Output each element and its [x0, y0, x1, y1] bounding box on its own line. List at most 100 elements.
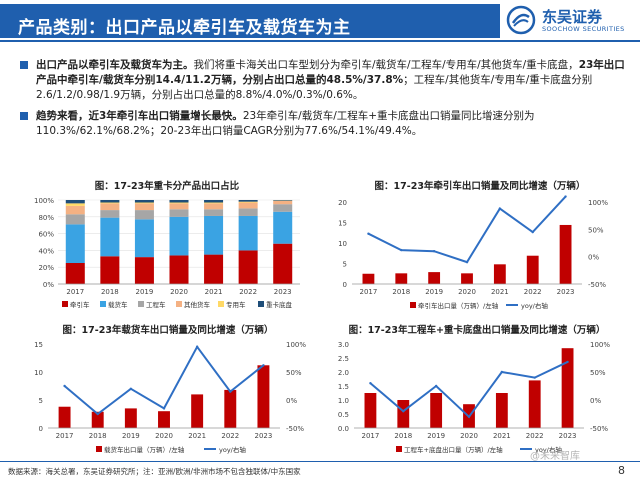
stacked-bar-segment — [204, 215, 224, 255]
x-tick-label: 2023 — [557, 288, 575, 296]
yoy-point — [63, 384, 66, 388]
stacked-bar-segment — [169, 216, 189, 256]
yoy-point — [434, 384, 438, 388]
legend-label: 其他货车 — [184, 300, 211, 309]
y-right-tick-label: -50% — [590, 425, 608, 433]
y-left-tick-label: 1.5 — [338, 383, 349, 391]
bullet-text: 我们将重卡海关出口车型划分为牵引车/载货车/工程车/专用车/其他货车/重卡底盘， — [193, 59, 579, 71]
stacked-bar-segment — [169, 255, 189, 284]
bar — [495, 393, 508, 428]
y-right-tick-label: 0% — [590, 397, 601, 405]
company-logo: 东吴证券 SOOCHOW SECURITIES — [506, 4, 636, 38]
x-tick-label: 2017 — [66, 288, 84, 296]
yoy-point — [566, 360, 569, 364]
x-tick-label: 2023 — [255, 432, 273, 440]
chart-engineering-exports: 图：17-23年工程车+重卡底盘出口销量及同比增速（万辆） 0.0 0.5 1.0 1… — [322, 322, 632, 460]
stacked-bar-segment — [238, 250, 258, 284]
bullet-square-icon — [20, 61, 28, 69]
stacked-bar-segment — [65, 205, 85, 215]
bullet-point: 趋势来看，近3年牵引车出口销量增长最快。23年牵引车/载货车/工程车+重卡底盘出… — [20, 109, 626, 139]
x-tick-label: 2022 — [524, 288, 542, 296]
y-left-tick-label: 10 — [338, 240, 347, 248]
y-right-tick-label: 50% — [588, 226, 604, 234]
y-right-tick-label: -50% — [588, 281, 606, 289]
y-left-tick-label: 2.0 — [338, 369, 349, 377]
y-right-tick-label: 100% — [588, 199, 608, 207]
bar — [58, 406, 71, 428]
legend-swatch — [410, 302, 416, 308]
stacked-bar-segment — [238, 200, 258, 202]
stacked-bar-segment — [134, 200, 154, 203]
stacked-bar-segment — [134, 219, 154, 258]
legend-swatch — [218, 301, 224, 307]
stacked-bar-segment — [100, 217, 120, 257]
legend-label: 牵引车 — [70, 300, 90, 309]
stacked-bar-segment — [238, 215, 258, 251]
x-tick-label: 2018 — [89, 432, 107, 440]
stacked-bar-segment — [134, 257, 154, 284]
x-tick-label: 2017 — [362, 432, 380, 440]
slide-title: 产品类别：出口产品以牵引车及载货车为主 — [18, 18, 351, 38]
stacked-bar-segment — [169, 200, 189, 203]
y-right-tick-label: 100% — [286, 341, 306, 349]
y-right-tick-label: 0% — [286, 397, 297, 405]
yoy-point — [162, 407, 166, 410]
x-tick-label: 2019 — [425, 288, 443, 296]
y-right-tick-label: 100% — [590, 341, 610, 349]
y-left-tick-label: 0 — [343, 281, 347, 289]
bar — [397, 400, 410, 428]
stacked-bar-segment — [273, 243, 293, 284]
stacked-bar-segment — [204, 202, 224, 204]
x-tick-label: 2022 — [526, 432, 544, 440]
stacked-bar-segment — [273, 204, 293, 212]
stacked-bar-segment — [204, 254, 224, 284]
title-bar: 产品类别：出口产品以牵引车及载货车为主 — [0, 4, 500, 38]
bullet-text: 23年牵引车/载货车/工程车+重卡底盘出口销量同比增速分别为110.3%/62.… — [36, 110, 535, 137]
x-tick-label: 2020 — [460, 432, 478, 440]
y-left-tick-label: 0.0 — [338, 425, 349, 433]
bar — [559, 224, 572, 284]
stacked-bar-segment — [65, 214, 85, 225]
stacked-bar-segment — [65, 203, 85, 206]
yoy-point — [432, 250, 436, 253]
y-left-tick-label: 5 — [343, 261, 347, 269]
stacked-bar-segment — [273, 211, 293, 244]
legend-label: yoy/右轴 — [219, 445, 246, 454]
x-tick-label: 2023 — [274, 288, 292, 296]
slide-header: 产品类别：出口产品以牵引车及载货车为主 东吴证券 SOOCHOW SECURIT… — [0, 0, 640, 40]
y-tick-label: 40% — [38, 247, 54, 255]
watermark: @未来智库 — [530, 451, 580, 462]
stacked-bar-segment — [238, 208, 258, 216]
yoy-point — [367, 232, 370, 235]
stacked-bar-segment — [100, 203, 120, 211]
logo-mark-icon — [506, 5, 536, 35]
legend-label: yoy/右轴 — [535, 445, 562, 454]
chart-truck-exports: 图：17-23年载货车出口销量及同比增速（万辆） 0 5 10 15 -50% 0% 50%… — [18, 322, 318, 460]
y-left-tick-label: 0 — [39, 425, 43, 433]
yoy-point — [531, 230, 534, 234]
bar — [158, 411, 170, 428]
x-tick-label: 2017 — [56, 432, 74, 440]
bullet-square-icon — [20, 112, 28, 120]
bullet-bold-detail: 23年出口产品中牵引车/载货车分别14.4/11.2万辆，分别占出口总量的48.… — [36, 59, 625, 86]
bar — [257, 365, 270, 428]
chart-title: 图：17-23年重卡分产品出口占比 — [94, 181, 240, 192]
yoy-point — [262, 364, 265, 367]
yoy-point — [467, 415, 471, 418]
yoy-point — [369, 382, 372, 385]
y-right-tick-label: -50% — [286, 425, 304, 433]
yoy-point — [96, 412, 99, 416]
chart-title: 图：17-23年工程车+重卡底盘出口销量及同比增速（万辆） — [348, 325, 606, 336]
bar — [362, 273, 375, 284]
chart-tractor-exports: 图：17-23年牵引车出口销量及同比增速（万辆） 0 5 10 15 20 -50% 0% 5… — [330, 178, 630, 318]
y-tick-label: 20% — [38, 264, 54, 272]
legend-label: 工程车+底盘出口量（万辆）/左轴 — [404, 445, 503, 454]
y-tick-label: 80% — [38, 214, 54, 222]
bar — [364, 393, 377, 428]
bar — [493, 264, 506, 284]
x-tick-label: 2018 — [101, 288, 119, 296]
yoy-point — [129, 387, 133, 390]
y-tick-label: 100% — [34, 197, 54, 205]
y-left-tick-label: 0.5 — [338, 411, 349, 419]
x-tick-label: 2022 — [221, 432, 239, 440]
